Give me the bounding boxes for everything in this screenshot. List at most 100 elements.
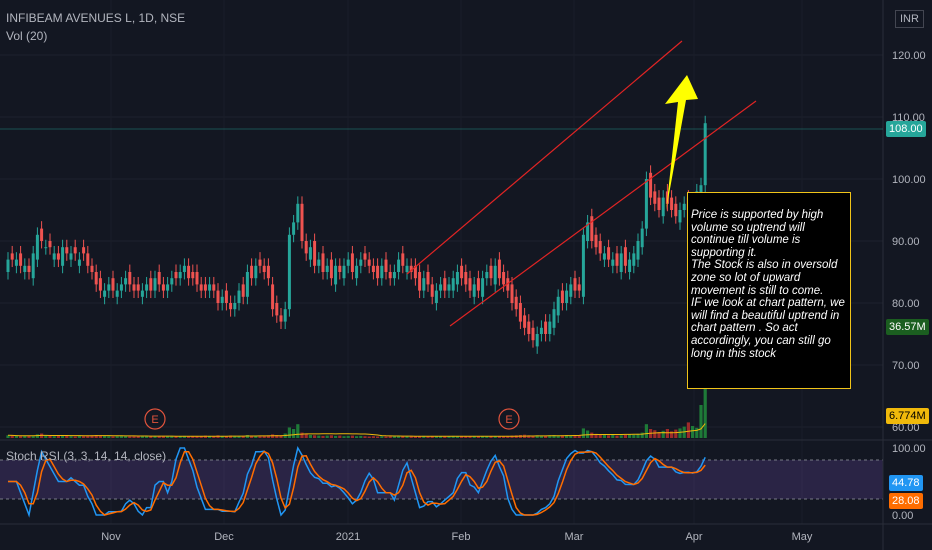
time-axis[interactable]: Nov Dec 2021 Feb Mar Apr May [101, 531, 813, 543]
candle-body [602, 253, 606, 260]
candle-body [460, 265, 464, 279]
candle-body [52, 253, 56, 260]
candle-body [296, 203, 300, 223]
candle-body [640, 228, 644, 248]
candle-body [140, 290, 144, 297]
volume-bar [292, 429, 296, 438]
time-tick-label: Mar [565, 531, 584, 543]
candle-body [115, 290, 119, 297]
candle-body [493, 265, 497, 285]
candle-body [485, 272, 489, 279]
volume-bar [615, 435, 619, 438]
candle-body [594, 234, 598, 248]
candle-body [153, 278, 157, 291]
volume-bar [103, 435, 107, 438]
candle-body [98, 278, 102, 291]
volume-bar [506, 435, 510, 438]
volume-indicator-label[interactable]: Vol (20) [6, 29, 48, 43]
candle-body [69, 253, 73, 260]
candle-body [539, 327, 543, 334]
volume-bar [691, 426, 695, 438]
candle-body [103, 290, 107, 297]
volume-bar [86, 435, 90, 438]
earnings-marker-label: E [505, 414, 512, 426]
candle-body [119, 284, 123, 291]
candle-body [262, 265, 266, 272]
volume-bar [124, 436, 128, 438]
volume-bar [128, 436, 132, 438]
candle-body [128, 272, 132, 285]
candle-body [392, 272, 396, 279]
volume-bar [661, 430, 665, 438]
volume-bar [594, 433, 598, 438]
candle-body [476, 278, 480, 291]
candle-body [346, 259, 350, 266]
volume-bar [380, 436, 384, 438]
candle-body [10, 253, 14, 260]
volume-bar [699, 405, 703, 438]
volume-bar [195, 436, 199, 438]
volume-bar [342, 436, 346, 438]
candle-body [166, 284, 170, 291]
candle-body [65, 247, 69, 254]
currency-label[interactable]: INR [895, 10, 924, 28]
volume-bar [598, 434, 602, 438]
candle-body [14, 259, 18, 266]
candle-body [661, 197, 665, 217]
candle-body [577, 284, 581, 291]
last-price-tag: 108.00 [886, 121, 926, 137]
volume-bar [611, 435, 615, 438]
volume-bar [686, 422, 690, 438]
candle-body [229, 303, 233, 310]
volume-bar [653, 430, 657, 438]
price-tick-label: 120.00 [892, 50, 926, 62]
volume-bar [296, 424, 300, 438]
annotation-box[interactable]: Price is supported by high volume so upt… [687, 192, 851, 389]
volume-bar [10, 435, 14, 438]
volume-bar [489, 436, 493, 438]
candle-body [703, 123, 707, 186]
volume-bar [132, 436, 136, 438]
volume-bar [388, 436, 392, 438]
candle-body [699, 185, 703, 198]
stoch-rsi-label[interactable]: Stoch RSI (3, 3, 14, 14, close) [6, 449, 167, 463]
volume-bar [304, 433, 308, 438]
symbol-title[interactable]: INFIBEAM AVENUES L, 1D, NSE [6, 11, 186, 25]
candle-body [258, 259, 262, 266]
volume-bar [581, 428, 585, 438]
volume-bar [321, 435, 325, 438]
candles [6, 115, 707, 354]
volume-bar [426, 436, 430, 438]
candle-body [405, 265, 409, 272]
time-tick-label: Nov [101, 531, 121, 543]
volume-bar [413, 436, 417, 438]
candle-body [313, 241, 317, 266]
earnings-marker[interactable]: E [144, 408, 166, 430]
time-tick-label: Feb [452, 531, 471, 543]
candle-body [224, 290, 228, 303]
candle-body [535, 334, 539, 347]
volume-bar [670, 431, 674, 438]
candle-body [31, 253, 35, 279]
volume-bar [174, 436, 178, 438]
volume-bar [590, 432, 594, 438]
volume-bar [19, 436, 23, 438]
volume-bar [182, 435, 186, 438]
volume-bar [493, 436, 497, 438]
time-tick-label: 2021 [336, 531, 360, 543]
volume-bar [229, 435, 233, 438]
volume-bar [191, 436, 195, 438]
candle-body [199, 284, 203, 291]
volume-bar [241, 435, 245, 438]
volume-bar [61, 435, 65, 438]
candle-body [657, 197, 661, 210]
volume-bar [619, 435, 623, 438]
volume-bar [476, 436, 480, 438]
volume-bar [640, 432, 644, 438]
candle-body [174, 272, 178, 279]
earnings-marker[interactable]: E [498, 408, 520, 430]
volume-bar [632, 434, 636, 438]
candle-body [434, 290, 438, 303]
volume-bar [44, 435, 48, 438]
